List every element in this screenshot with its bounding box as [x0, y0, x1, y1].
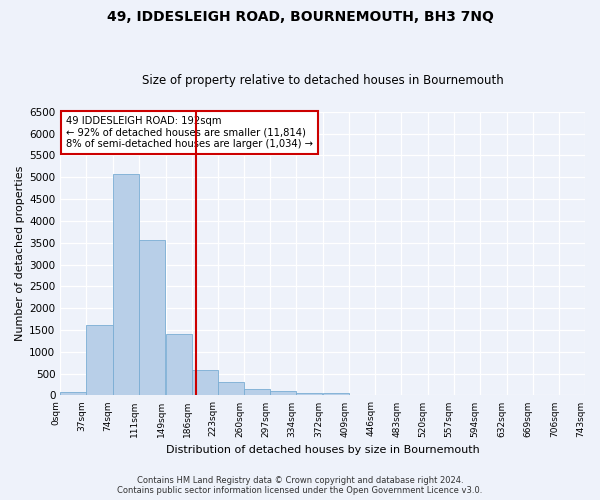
Y-axis label: Number of detached properties: Number of detached properties — [15, 166, 25, 342]
Bar — [60, 392, 86, 396]
Bar — [113, 174, 139, 396]
Title: Size of property relative to detached houses in Bournemouth: Size of property relative to detached ho… — [142, 74, 503, 87]
Bar — [218, 382, 244, 396]
Bar — [323, 393, 349, 396]
Text: Contains HM Land Registry data © Crown copyright and database right 2024.
Contai: Contains HM Land Registry data © Crown c… — [118, 476, 482, 495]
Bar — [270, 391, 296, 396]
Bar — [296, 392, 322, 396]
Bar — [139, 240, 165, 396]
X-axis label: Distribution of detached houses by size in Bournemouth: Distribution of detached houses by size … — [166, 445, 479, 455]
Bar — [86, 324, 113, 396]
Bar — [166, 334, 191, 396]
Bar — [244, 389, 270, 396]
Text: 49, IDDESLEIGH ROAD, BOURNEMOUTH, BH3 7NQ: 49, IDDESLEIGH ROAD, BOURNEMOUTH, BH3 7N… — [107, 10, 493, 24]
Bar — [191, 370, 218, 396]
Text: 49 IDDESLEIGH ROAD: 192sqm
← 92% of detached houses are smaller (11,814)
8% of s: 49 IDDESLEIGH ROAD: 192sqm ← 92% of deta… — [65, 116, 313, 149]
